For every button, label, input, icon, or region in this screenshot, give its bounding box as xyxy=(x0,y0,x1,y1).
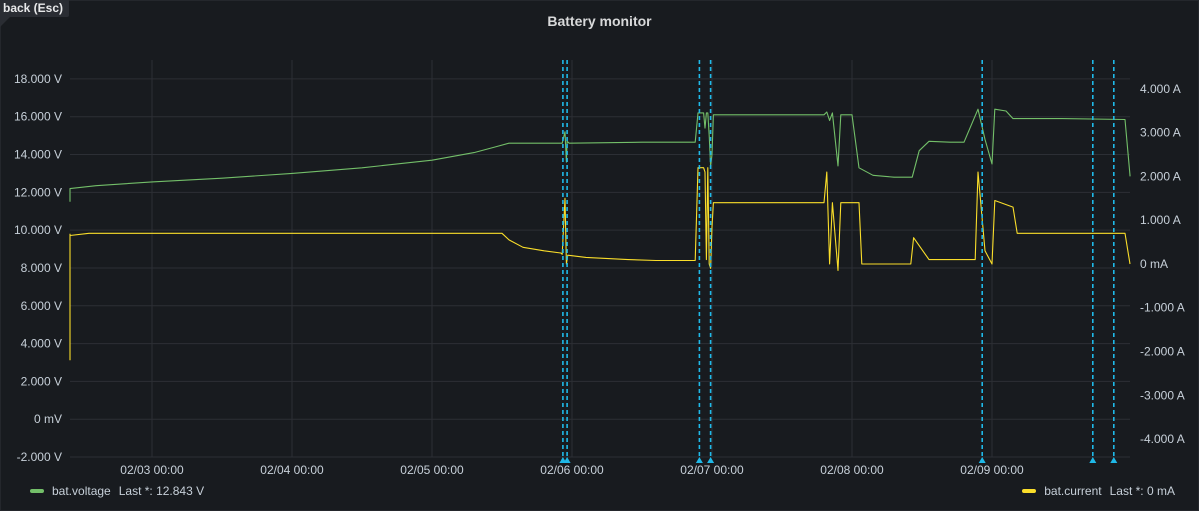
legend-voltage-value: Last *: 12.843 V xyxy=(118,484,205,498)
current-color-swatch xyxy=(1022,489,1037,493)
panel-title: Battery monitor xyxy=(547,13,652,29)
legend-current-value: Last *: 0 mA xyxy=(1109,484,1175,498)
y-left-tick-label: 12.000 V xyxy=(14,185,62,199)
annotation-marker xyxy=(978,457,986,463)
y-left-tick-label: 0 mV xyxy=(34,412,62,426)
y-left-tick-label: 6.000 V xyxy=(21,299,62,313)
y-left-tick-label: 2.000 V xyxy=(21,374,62,388)
y-left-tick-label: 18.000 V xyxy=(14,72,62,86)
y-right-tick-label: 0 mA xyxy=(1140,257,1168,271)
time-series-chart[interactable]: 18.000 V 16.000 V 14.000 V 12.000 V 10.000 V… xyxy=(0,0,1199,480)
annotation-marker xyxy=(695,457,703,463)
x-tick-label: 02/06 00:00 xyxy=(540,463,604,477)
y-right-tick-label: 2.000 A xyxy=(1140,169,1181,183)
y-left-tick-label: 14.000 V xyxy=(14,148,62,162)
y-right-tick-label: -2.000 A xyxy=(1140,345,1185,359)
y-right-tick-label: -3.000 A xyxy=(1140,388,1185,402)
annotation-marker xyxy=(1110,457,1118,463)
annotation-marker xyxy=(1089,457,1097,463)
x-tick-label: 02/04 00:00 xyxy=(260,463,324,477)
y-left-tick-label: 8.000 V xyxy=(21,261,62,275)
voltage-series-line xyxy=(69,108,1131,202)
annotation-marker xyxy=(707,457,715,463)
annotation-marker xyxy=(563,457,571,463)
x-tick-label: 02/03 00:00 xyxy=(120,463,184,477)
y-right-tick-label: 4.000 A xyxy=(1140,82,1181,96)
legend-current-name: bat.current xyxy=(1044,484,1102,498)
y-left-tick-label: 10.000 V xyxy=(14,223,62,237)
current-series-line xyxy=(69,167,1131,361)
y-right-tick-label: 3.000 A xyxy=(1140,126,1181,140)
y-left-tick-label: 4.000 V xyxy=(21,337,62,351)
x-tick-label: 02/08 00:00 xyxy=(820,463,884,477)
voltage-color-swatch xyxy=(30,489,44,493)
x-tick-label: 02/07 00:00 xyxy=(680,463,744,477)
x-tick-label: 02/09 00:00 xyxy=(960,463,1024,477)
x-tick-label: 02/05 00:00 xyxy=(400,463,464,477)
legend-item-current[interactable]: bat.current Last *: 0 mA xyxy=(1022,484,1175,498)
y-right-tick-label: -1.000 A xyxy=(1140,301,1185,315)
y-left-tick-label: -2.000 V xyxy=(17,450,62,464)
y-right-tick-label: -4.000 A xyxy=(1140,432,1185,446)
legend-voltage-name: bat.voltage xyxy=(52,484,111,498)
y-left-tick-label: 16.000 V xyxy=(14,110,62,124)
panel-corner-decoration xyxy=(0,17,10,27)
legend-item-voltage[interactable]: bat.voltage Last *: 12.843 V xyxy=(30,484,204,498)
back-button[interactable]: back (Esc) xyxy=(0,0,70,17)
y-right-tick-label: 1.000 A xyxy=(1140,213,1181,227)
